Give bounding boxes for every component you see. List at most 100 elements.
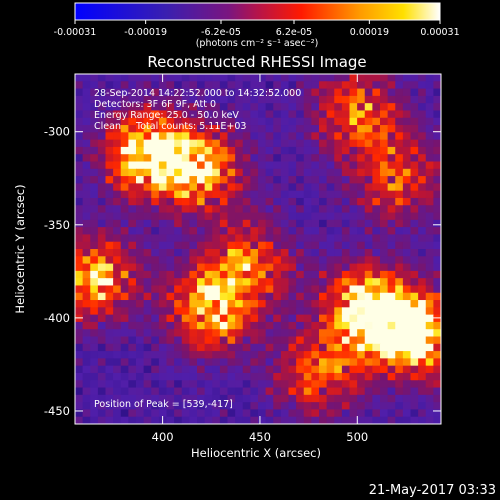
heatmap-cell bbox=[204, 321, 213, 330]
heatmap-cell bbox=[82, 372, 91, 381]
heatmap-cell bbox=[319, 212, 328, 221]
heatmap-cell bbox=[326, 365, 335, 374]
heatmap-cell bbox=[219, 88, 229, 97]
heatmap-cell bbox=[97, 365, 107, 374]
heatmap-cell bbox=[120, 125, 129, 133]
heatmap-cell bbox=[357, 380, 366, 389]
heatmap-cell bbox=[97, 402, 107, 411]
heatmap-cell bbox=[288, 256, 297, 265]
heatmap-cell bbox=[258, 154, 267, 163]
heatmap-cell bbox=[204, 168, 213, 177]
heatmap-cell bbox=[158, 234, 168, 243]
heatmap-cell bbox=[265, 168, 274, 177]
heatmap-cell bbox=[296, 372, 305, 381]
heatmap-cell bbox=[265, 117, 274, 126]
heatmap-cell bbox=[105, 387, 114, 396]
heatmap-cell bbox=[349, 241, 358, 250]
heatmap-cell bbox=[227, 351, 236, 359]
heatmap-cell bbox=[174, 270, 183, 279]
heatmap-cell bbox=[189, 205, 198, 214]
heatmap-cell bbox=[219, 307, 229, 316]
heatmap-cell bbox=[288, 234, 297, 243]
heatmap-cell bbox=[181, 365, 190, 374]
heatmap-cell bbox=[113, 300, 122, 308]
heatmap-cell bbox=[326, 183, 335, 192]
heatmap-cell bbox=[319, 329, 328, 338]
heatmap-cell bbox=[120, 321, 129, 330]
heatmap-cell bbox=[227, 110, 236, 119]
heatmap-cell bbox=[242, 176, 251, 184]
heatmap-cell bbox=[204, 380, 213, 389]
heatmap-cell bbox=[265, 285, 274, 294]
heatmap-cell bbox=[189, 263, 198, 272]
heatmap-cell bbox=[75, 321, 84, 330]
heatmap-cell bbox=[319, 190, 328, 199]
heatmap-cell bbox=[380, 372, 389, 381]
heatmap-cell bbox=[418, 270, 427, 279]
heatmap-cell bbox=[181, 190, 190, 199]
heatmap-cell bbox=[296, 212, 305, 221]
heatmap-cell bbox=[90, 117, 99, 126]
heatmap-cell bbox=[227, 270, 236, 279]
heatmap-cell bbox=[204, 154, 213, 163]
heatmap-cell bbox=[433, 394, 441, 403]
heatmap-cell bbox=[120, 139, 129, 148]
heatmap-cell bbox=[311, 263, 320, 272]
heatmap-cell bbox=[82, 416, 91, 424]
heatmap-cell bbox=[311, 197, 320, 206]
heatmap-cell bbox=[197, 416, 206, 424]
heatmap-cell bbox=[303, 110, 312, 119]
heatmap-cell bbox=[280, 387, 290, 396]
heatmap-cell bbox=[433, 139, 441, 148]
heatmap-cell bbox=[136, 125, 145, 133]
heatmap-cell bbox=[75, 161, 84, 170]
heatmap-cell bbox=[212, 132, 221, 141]
heatmap-cell bbox=[319, 197, 328, 206]
heatmap-cell bbox=[204, 212, 213, 221]
heatmap-cell bbox=[136, 205, 145, 214]
heatmap-cell bbox=[189, 416, 198, 424]
heatmap-cell bbox=[265, 219, 274, 228]
heatmap-cell bbox=[372, 402, 381, 411]
heatmap-cell bbox=[219, 227, 229, 236]
heatmap-cell bbox=[372, 183, 381, 192]
heatmap-cell bbox=[174, 285, 183, 294]
heatmap-cell bbox=[387, 336, 396, 345]
heatmap-cell bbox=[151, 263, 160, 272]
heatmap-cell bbox=[113, 314, 122, 323]
heatmap-cell bbox=[235, 329, 244, 338]
heatmap-cell bbox=[235, 394, 244, 403]
heatmap-cell bbox=[204, 197, 213, 206]
heatmap-cell bbox=[433, 212, 441, 221]
heatmap-cell bbox=[372, 190, 381, 199]
heatmap-cell bbox=[418, 103, 427, 112]
heatmap-cell bbox=[189, 292, 198, 301]
heatmap-cell bbox=[418, 300, 427, 308]
heatmap-cell bbox=[326, 74, 335, 82]
heatmap-cell bbox=[433, 227, 441, 236]
heatmap-cell bbox=[349, 416, 358, 424]
heatmap-cell bbox=[433, 314, 441, 323]
heatmap-cell bbox=[303, 256, 312, 265]
heatmap-cell bbox=[242, 416, 251, 424]
heatmap-cell bbox=[296, 394, 305, 403]
heatmap-cell bbox=[174, 402, 183, 411]
heatmap-cell bbox=[105, 234, 114, 243]
heatmap-cell bbox=[303, 219, 312, 228]
heatmap-cell bbox=[395, 416, 404, 424]
heatmap-cell bbox=[105, 409, 114, 418]
heatmap-cell bbox=[341, 227, 351, 236]
heatmap-cell bbox=[227, 278, 236, 287]
heatmap-cell bbox=[433, 190, 441, 199]
y-tick-label: -350 bbox=[44, 218, 70, 232]
heatmap-cell bbox=[250, 168, 259, 177]
heatmap-cell bbox=[120, 416, 129, 424]
heatmap-cell bbox=[90, 205, 99, 214]
heatmap-cell bbox=[143, 241, 152, 250]
heatmap-cell bbox=[113, 285, 122, 294]
heatmap-cell bbox=[303, 292, 312, 301]
heatmap-cell bbox=[219, 358, 229, 367]
heatmap-cell bbox=[189, 95, 198, 104]
heatmap-cell bbox=[395, 329, 404, 338]
heatmap-cell bbox=[433, 380, 441, 389]
